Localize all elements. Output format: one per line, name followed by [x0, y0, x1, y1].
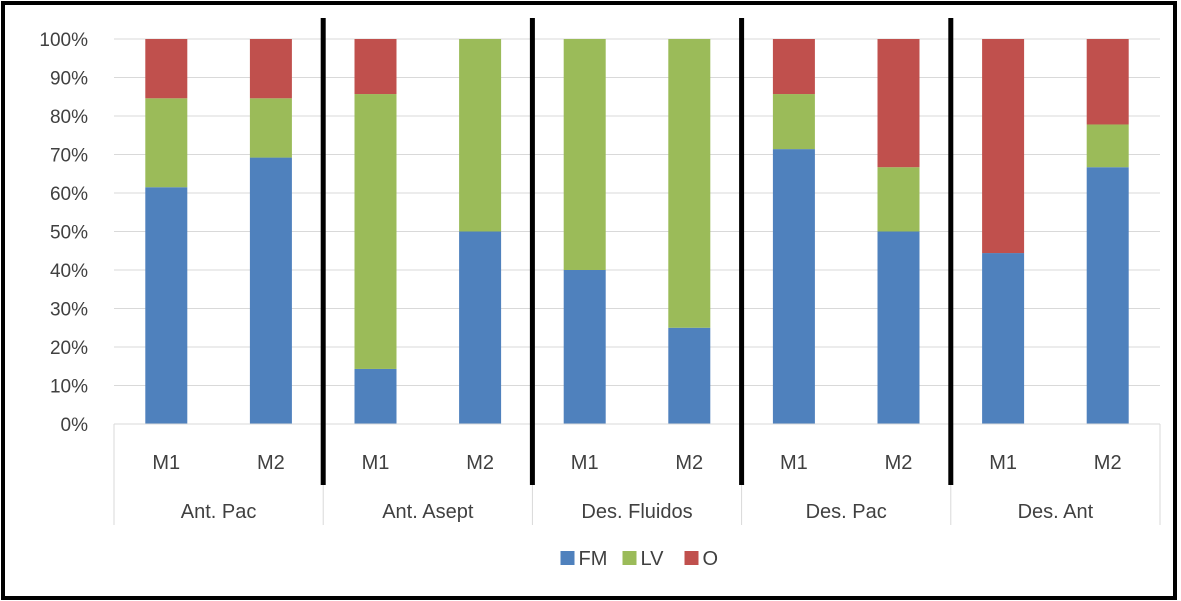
y-tick-label: 30%: [50, 300, 88, 321]
bar-segment-fm: [354, 368, 397, 424]
legend-label: O: [703, 548, 719, 570]
bar-segment-o: [145, 39, 188, 99]
bar-segment-lv: [145, 98, 188, 188]
bar-segment-fm: [145, 187, 188, 424]
group-label: Des. Pac: [806, 501, 887, 523]
x-tick-label: M2: [466, 452, 494, 474]
x-tick-label: M1: [571, 452, 599, 474]
bar-segment-fm: [668, 327, 711, 424]
y-tick-label: 80%: [50, 107, 88, 128]
y-tick-label: 60%: [50, 184, 88, 205]
y-tick-label: 40%: [50, 261, 88, 282]
legend-swatch-lv: [622, 551, 637, 565]
bar-segment-fm: [877, 231, 920, 424]
bar-segment-lv: [354, 94, 397, 369]
legend-swatch-o: [684, 551, 699, 565]
x-tick-label: M1: [989, 452, 1017, 474]
legend-label: LV: [641, 548, 665, 570]
y-tick-label: 100%: [39, 30, 88, 51]
bar-segment-o: [772, 39, 815, 95]
bar-segment-o: [249, 39, 292, 99]
bar-segment-lv: [772, 94, 815, 150]
x-tick-label: M1: [362, 452, 390, 474]
bar-segment-lv: [249, 98, 292, 158]
y-tick-label: 20%: [50, 338, 88, 359]
bar-segment-fm: [1086, 167, 1129, 424]
y-tick-label: 90%: [50, 69, 88, 90]
group-label: Des. Fluidos: [581, 501, 692, 523]
group-label: Ant. Pac: [181, 501, 257, 523]
y-tick-label: 10%: [50, 377, 88, 398]
x-tick-label: M2: [885, 452, 913, 474]
y-tick-label: 70%: [50, 146, 88, 167]
bar-segment-fm: [772, 149, 815, 425]
bar-segment-fm: [982, 253, 1025, 424]
x-tick-label: M2: [257, 452, 285, 474]
x-tick-label: M1: [780, 452, 808, 474]
legend-label: FM: [579, 548, 608, 570]
bar-segment-lv: [877, 167, 920, 232]
bar-segment-fm: [459, 231, 502, 424]
bar-segment-o: [1086, 39, 1129, 125]
bar-segment-lv: [563, 39, 606, 270]
bar-segment-lv: [668, 39, 711, 328]
bar-segment-lv: [459, 39, 502, 232]
y-tick-label: 50%: [50, 223, 88, 244]
y-tick-label: 0%: [61, 415, 89, 436]
bar-segment-o: [982, 39, 1025, 254]
bar-segment-fm: [563, 270, 606, 424]
x-tick-label: M2: [675, 452, 703, 474]
legend-swatch-fm: [560, 551, 575, 565]
x-tick-label: M2: [1094, 452, 1122, 474]
bar-segment-fm: [249, 157, 292, 424]
x-tick-label: M1: [152, 452, 180, 474]
bar-segment-lv: [1086, 124, 1129, 168]
group-label: Des. Ant: [1018, 501, 1094, 523]
bar-segment-o: [877, 39, 920, 168]
bar-segment-o: [354, 39, 397, 95]
group-label: Ant. Asept: [382, 501, 474, 523]
